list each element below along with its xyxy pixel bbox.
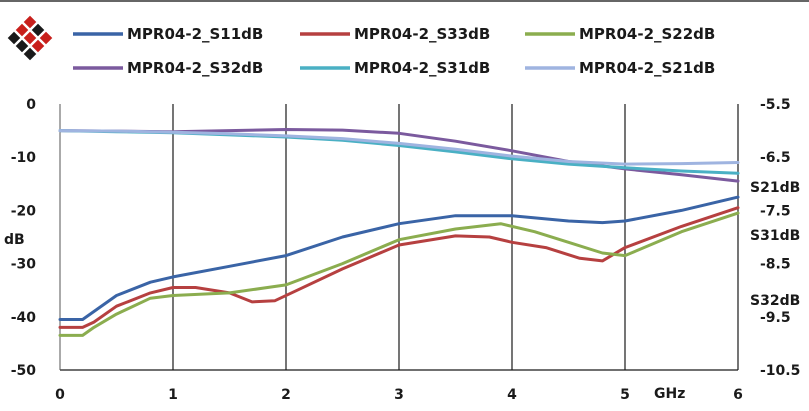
series-line xyxy=(58,129,740,166)
right-axis-label: S32dB xyxy=(750,293,800,309)
legend-entry: MPR04-2_S31dB xyxy=(354,59,490,77)
series-line xyxy=(58,195,740,321)
x-ticks: 0 1 2 3 4 5 6 xyxy=(55,387,743,403)
y-right-tick-label: -10.5 xyxy=(760,363,800,379)
x-tick-label: 3 xyxy=(394,387,404,403)
right-axis-labels: S21dB S31dB S32dB xyxy=(750,180,800,309)
y-right-tick-label: -6.5 xyxy=(760,150,791,166)
logo-diamond xyxy=(6,30,22,46)
y-left-tick-label: -10 xyxy=(11,150,37,166)
series-line xyxy=(58,206,740,329)
x-tick-label: 2 xyxy=(281,387,291,403)
x-tick-label: 0 xyxy=(55,387,65,403)
x-axis-label: GHz xyxy=(654,386,685,402)
y-left-tick-label: -20 xyxy=(11,203,37,219)
y-right-ticks: -5.5 -6.5 -7.5 -8.5 -9.5 -10.5 xyxy=(760,97,800,379)
x-tick-label: 5 xyxy=(620,387,630,403)
legend-entry: MPR04-2_S21dB xyxy=(579,59,715,77)
logo-diamond xyxy=(22,46,38,62)
logo-diamond xyxy=(14,38,30,54)
y-left-tick-label: -40 xyxy=(11,310,37,326)
legend-entry: MPR04-2_S33dB xyxy=(354,25,490,43)
legend-entry: MPR04-2_S32dB xyxy=(127,59,263,77)
legend: MPR04-2_S11dB MPR04-2_S33dB MPR04-2_S22dB M… xyxy=(73,25,715,77)
y-left-tick-label: -30 xyxy=(11,257,37,273)
y-right-tick-label: -8.5 xyxy=(760,257,791,273)
logo-diamond xyxy=(30,38,46,54)
y-right-tick-label: -9.5 xyxy=(760,310,791,326)
y-right-tick-label: -7.5 xyxy=(760,203,791,219)
logo-diamond xyxy=(38,30,54,46)
right-axis-label: S21dB xyxy=(750,180,800,196)
y-axis-label: dB xyxy=(4,232,25,248)
logo-diamond xyxy=(30,22,46,38)
y-left-tick-label: 0 xyxy=(26,97,36,113)
legend-entry: MPR04-2_S22dB xyxy=(579,25,715,43)
y-left-tick-label: -50 xyxy=(11,363,37,379)
series-line xyxy=(58,211,740,337)
x-tick-label: 4 xyxy=(507,387,517,403)
series-layer xyxy=(58,128,740,337)
x-tick-label: 6 xyxy=(733,387,743,403)
legend-entry: MPR04-2_S11dB xyxy=(127,25,263,43)
logo-diamond xyxy=(22,30,38,46)
logo-diamond xyxy=(14,22,30,38)
grid xyxy=(0,0,809,371)
y-left-ticks: 0 -10 -20 -30 -40 -50 xyxy=(11,97,37,379)
logo-diamonds-icon xyxy=(6,14,54,62)
y-right-tick-label: -5.5 xyxy=(760,97,791,113)
logo-diamond xyxy=(22,14,38,30)
right-axis-label: S31dB xyxy=(750,228,800,244)
x-tick-label: 1 xyxy=(168,387,178,403)
